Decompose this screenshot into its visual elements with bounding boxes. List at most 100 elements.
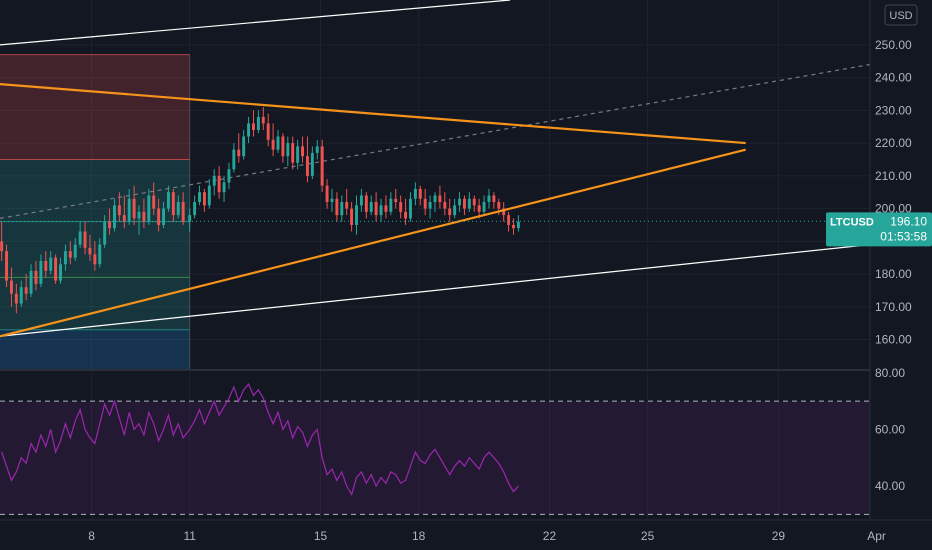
candle-body	[364, 195, 368, 212]
candle-body	[29, 270, 33, 294]
candle-body	[340, 202, 344, 216]
candle-body	[232, 149, 236, 170]
candle-body	[162, 208, 166, 225]
candle-body	[19, 287, 23, 304]
candle-body	[492, 195, 496, 203]
candle-body	[54, 257, 58, 281]
candle-body	[291, 143, 295, 163]
candle-body	[207, 185, 211, 206]
price-tick-label: 250.00	[875, 38, 912, 52]
price-tick-label: 170.00	[875, 300, 912, 314]
triangle-lines	[0, 83, 746, 338]
candle-body	[448, 208, 452, 216]
candle-body	[49, 257, 53, 271]
candle-body	[73, 244, 77, 258]
triangle-line	[0, 83, 746, 145]
time-tick-label: 22	[543, 529, 557, 543]
candle-body	[301, 146, 305, 157]
candle-body	[147, 195, 151, 222]
candle-body	[24, 287, 28, 294]
rsi-tick-label: 80.00	[875, 366, 905, 380]
candle-body	[122, 215, 126, 222]
time-tick-label: 29	[772, 529, 786, 543]
candle-body	[247, 123, 251, 137]
rsi-axis-ticks[interactable]: 80.00 60.00 40.00	[875, 366, 905, 493]
candle-body	[379, 205, 383, 216]
candle-body	[83, 231, 87, 248]
triangle-line	[0, 148, 746, 338]
price-tick-label: 210.00	[875, 169, 912, 183]
price-tick-label: 230.00	[875, 103, 912, 117]
candle-body	[237, 149, 241, 157]
candle-body	[413, 188, 417, 199]
rsi-tick-label: 40.00	[875, 479, 905, 493]
candle-body	[516, 221, 520, 229]
candle-body	[296, 146, 300, 163]
candle-body	[176, 202, 180, 216]
currency-label: USD	[889, 10, 912, 22]
candle-body	[188, 215, 192, 222]
price-tick-label: 220.00	[875, 136, 912, 150]
candle-body	[512, 224, 515, 229]
candle-body	[166, 192, 170, 209]
candle-body	[467, 198, 471, 209]
candle-body	[408, 198, 412, 219]
price-tick-label: 160.00	[875, 333, 912, 347]
candle-body	[98, 244, 102, 265]
candle-body	[310, 152, 314, 176]
candle-body	[453, 205, 457, 216]
time-tick-label: 8	[88, 529, 95, 543]
candle-body	[394, 198, 398, 203]
last-price-label: 196.10	[890, 214, 927, 228]
time-tick-label: 18	[412, 529, 426, 543]
candle-body	[350, 208, 354, 225]
candle-body	[443, 202, 447, 209]
candle-body	[286, 143, 290, 157]
price-axis-background	[870, 0, 932, 550]
time-axis-ticks[interactable]: 8 11 15 18 22 25 29 Apr	[88, 529, 886, 543]
candle-body	[217, 175, 221, 193]
candle-body	[59, 264, 62, 281]
time-tick-label: 25	[641, 529, 655, 543]
channel-line	[0, 0, 511, 46]
time-tick-label: Apr	[867, 529, 886, 543]
candle-body	[261, 116, 265, 124]
candle-body	[152, 195, 156, 209]
candle-body	[202, 192, 206, 206]
candle-body	[227, 169, 231, 183]
candle-body	[399, 202, 403, 212]
candle-body	[242, 136, 246, 157]
candle-body	[108, 221, 112, 229]
candle-body	[117, 205, 121, 216]
time-axis-background	[0, 520, 932, 550]
candle-body	[482, 202, 486, 212]
candle-body	[137, 211, 141, 219]
candle-body	[142, 211, 146, 222]
candle-body	[507, 215, 511, 225]
candle-body	[423, 198, 427, 209]
price-tick-label: 180.00	[875, 267, 912, 281]
fib-zone	[0, 277, 190, 330]
candle-body	[325, 185, 329, 203]
price-tick-label: 200.00	[875, 202, 912, 216]
candle-body	[266, 123, 270, 140]
channel-midline	[0, 63, 871, 219]
fib-zone	[0, 54, 190, 160]
candle-body	[222, 182, 226, 193]
candle-body	[276, 136, 280, 150]
candle-body	[256, 116, 260, 130]
fib-zone	[0, 329, 190, 370]
candle-body	[359, 195, 363, 206]
fib-zones	[0, 54, 191, 370]
candle-body	[181, 202, 185, 222]
candle-body	[458, 198, 462, 206]
candle-body	[34, 270, 38, 284]
candle-body	[330, 198, 334, 203]
candles	[0, 107, 520, 314]
candle-body	[88, 247, 92, 255]
candle-body	[171, 192, 175, 216]
candle-body	[315, 146, 319, 153]
currency-badge[interactable]: USD	[884, 4, 918, 26]
candle-body	[305, 156, 309, 176]
